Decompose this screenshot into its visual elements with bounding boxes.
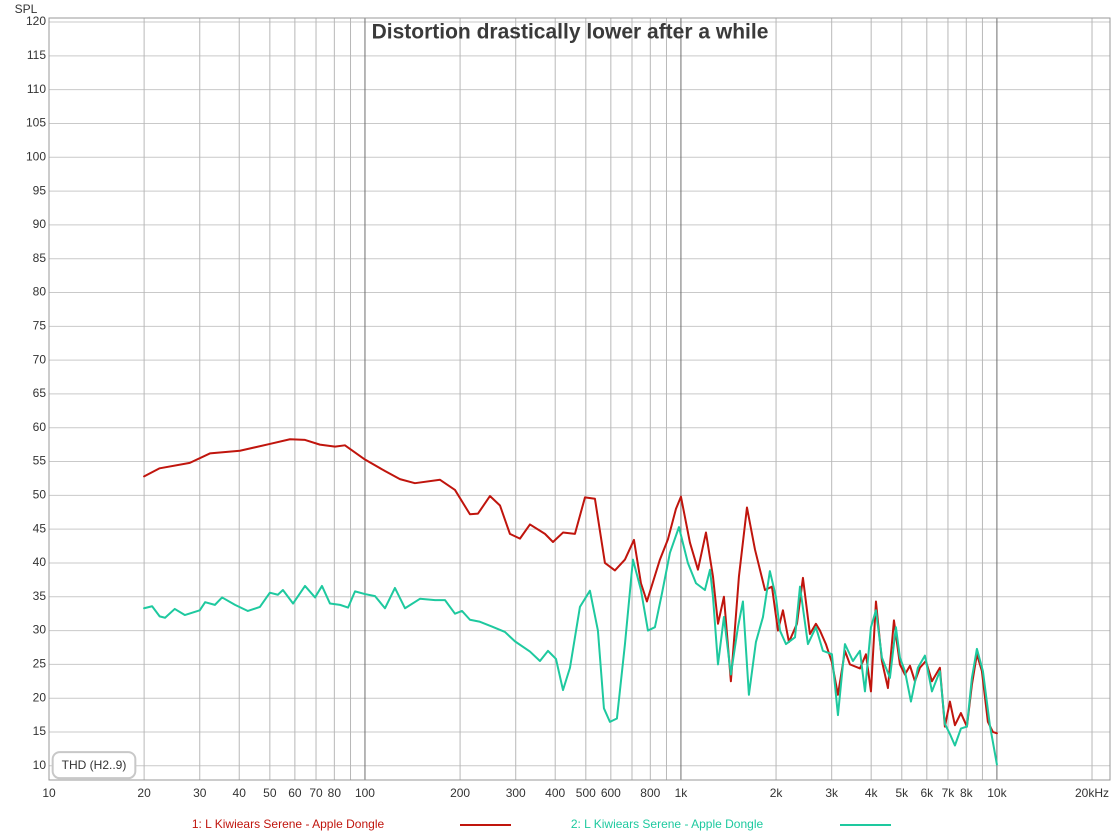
y-tick-label: 40: [33, 555, 47, 569]
x-tick-label: 7k: [942, 786, 956, 800]
grid: [48, 18, 1110, 780]
x-tick-label: 1k: [675, 786, 689, 800]
annotation: THD (H2..9): [62, 758, 127, 772]
x-tick-label: 20: [137, 786, 151, 800]
y-tick-label: 85: [33, 251, 47, 265]
y-tick-label: 60: [33, 420, 47, 434]
x-tick-label: 800: [640, 786, 660, 800]
y-tick-label: 95: [33, 183, 47, 197]
y-tick-label: 30: [33, 623, 47, 637]
y-tick-label: 100: [26, 149, 46, 163]
x-tick-label: 3k: [825, 786, 839, 800]
y-tick-label: 65: [33, 386, 47, 400]
x-tick-label: 10: [42, 786, 56, 800]
x-tick-label: 80: [328, 786, 342, 800]
y-tick-label: 25: [33, 657, 47, 671]
y-tick-label: 120: [26, 14, 46, 28]
x-tick-label: 20kHz: [1075, 786, 1109, 800]
x-tick-label: 600: [601, 786, 621, 800]
y-tick-label: 55: [33, 454, 47, 468]
y-tick-label: 80: [33, 285, 47, 299]
y-tick-label: 115: [27, 48, 46, 62]
legend-label: 1: L Kiwiears Serene - Apple Dongle: [192, 817, 385, 831]
x-tick-label: 5k: [895, 786, 909, 800]
x-tick-label: 6k: [920, 786, 934, 800]
plot-lines: [143, 438, 998, 766]
y-tick-label: 105: [26, 116, 46, 130]
x-tick-label: 60: [288, 786, 302, 800]
x-tick-label: 400: [545, 786, 565, 800]
annotation-box: [51, 751, 137, 780]
x-tick-label: 70: [309, 786, 323, 800]
legend-label: 2: L Kiwiears Serene - Apple Dongle: [571, 817, 764, 831]
x-tick-label: 200: [450, 786, 470, 800]
y-tick-label: 90: [33, 217, 47, 231]
x-tick-label: 50: [263, 786, 277, 800]
x-tick-label: 500: [576, 786, 596, 800]
x-tick-label: 300: [506, 786, 526, 800]
y-tick-label: 75: [33, 318, 47, 332]
y-tick-label: 70: [33, 352, 47, 366]
y-tick-label: 20: [33, 690, 47, 704]
x-tick-label: 100: [355, 786, 375, 800]
x-tick-label: 4k: [865, 786, 879, 800]
x-tick-label: 40: [233, 786, 247, 800]
y-tick-label: 50: [33, 488, 47, 502]
y-tick-label: 15: [33, 724, 47, 738]
series-line: [143, 526, 998, 766]
y-tick-label: 10: [33, 758, 47, 772]
y-axis-label: SPL: [15, 2, 38, 16]
y-tick-label: 35: [33, 589, 47, 603]
y-tick-label: 45: [33, 521, 47, 535]
x-tick-label: 30: [193, 786, 207, 800]
plot-frame: [48, 17, 1111, 781]
x-tick-label: 10k: [987, 786, 1007, 800]
labels: 10 15 20 25 30 35 40 45 50 55 60 65 70 75 80 85 90 95 100 1…: [26, 14, 1109, 831]
series-line: [143, 438, 998, 735]
y-tick-label: 110: [27, 82, 46, 96]
x-tick-label: 8k: [960, 786, 974, 800]
x-tick-label: 2k: [770, 786, 784, 800]
chart-title: Distortion drastically lower after a whi…: [372, 21, 769, 44]
